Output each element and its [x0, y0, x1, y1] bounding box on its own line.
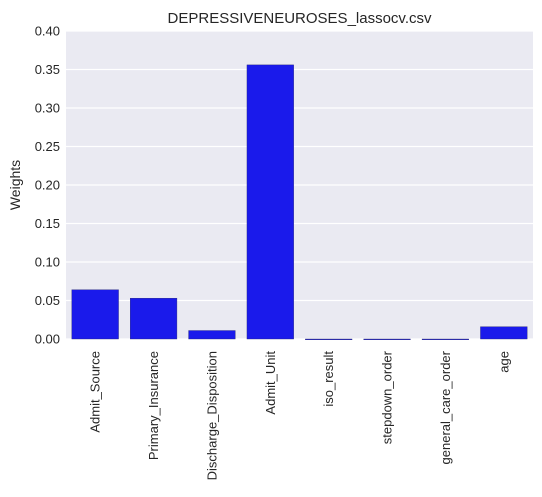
y-axis-label: Weights [7, 160, 23, 210]
y-tick-label: 0.35 [35, 62, 60, 77]
chart-title: DEPRESSIVENEUROSES_lassocv.csv [168, 10, 432, 27]
x-tick-label: iso_result [321, 351, 336, 407]
bar [421, 338, 469, 341]
y-tick-label: 0.15 [35, 216, 60, 231]
y-tick-label: 0.20 [35, 178, 60, 193]
x-tick-label: general_care_order [438, 350, 453, 464]
x-tick-label: Admit_Unit [263, 351, 278, 415]
y-tick-label: 0.30 [35, 101, 60, 116]
y-tick-label: 0.00 [35, 332, 60, 347]
x-tick-label: Admit_Source [88, 351, 103, 433]
bar [71, 289, 119, 340]
y-tick-label: 0.40 [35, 24, 60, 39]
bar [188, 330, 236, 340]
bars [71, 64, 528, 341]
x-tick-labels: Admit_Source Primary_Insurance Discharge_D… [88, 350, 512, 480]
x-tick-label: stepdown_order [380, 350, 395, 444]
bar [363, 338, 411, 341]
y-tick-labels: 0.00 0.05 0.10 0.15 0.20 0.25 0.30 0.35 0.40 [35, 24, 60, 347]
bar [480, 326, 528, 340]
bar [130, 297, 178, 340]
x-tick-label: age [496, 351, 511, 373]
y-tick-label: 0.10 [35, 255, 60, 270]
bar [246, 64, 294, 340]
y-tick-label: 0.25 [35, 139, 60, 154]
x-tick-label: Primary_Insurance [146, 351, 161, 460]
bar [305, 338, 353, 341]
x-tick-label: Discharge_Disposition [204, 351, 219, 480]
y-tick-label: 0.05 [35, 293, 60, 308]
